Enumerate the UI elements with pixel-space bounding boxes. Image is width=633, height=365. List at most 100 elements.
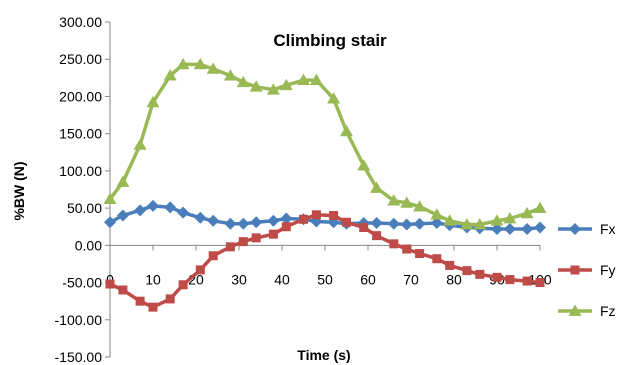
y-tick-label: 250.00 <box>59 51 102 67</box>
data-point-fy <box>329 211 339 221</box>
data-point-fz <box>473 217 487 230</box>
data-point-fy <box>148 302 158 312</box>
data-point-fz <box>520 206 534 219</box>
data-point-fy <box>462 266 472 276</box>
data-point-fz <box>309 73 323 85</box>
legend: Fx Fy Fz <box>558 221 616 319</box>
x-tick-label: 40 <box>274 271 290 287</box>
series-fx <box>104 199 546 235</box>
data-point-fy <box>492 272 502 282</box>
data-point-fy <box>118 285 128 295</box>
data-point-fz <box>279 78 293 91</box>
legend-label: Fz <box>600 303 616 319</box>
data-point-fy <box>268 229 278 239</box>
data-point-fz <box>133 138 147 150</box>
data-point-fx <box>491 222 503 235</box>
data-point-fz <box>266 83 280 95</box>
x-tick-label: 50 <box>317 271 333 287</box>
series-layer <box>103 57 547 312</box>
data-point-fz <box>357 159 371 171</box>
data-point-fz <box>413 200 427 212</box>
y-tick-label: -50.00 <box>62 275 102 291</box>
data-point-fz <box>146 95 160 108</box>
x-tick-label: 60 <box>360 271 376 287</box>
legend-label: Fx <box>600 221 616 237</box>
data-point-fz <box>206 62 220 74</box>
series-fz <box>103 57 547 230</box>
data-point-fx <box>237 217 250 230</box>
data-point-fx <box>147 199 159 212</box>
data-point-fy <box>372 231 382 241</box>
data-point-fy <box>505 275 515 285</box>
data-point-fx <box>134 204 147 217</box>
y-tick-label: 100.00 <box>59 163 102 179</box>
series-fy <box>105 210 545 312</box>
data-point-fz <box>193 57 207 70</box>
data-point-fy <box>178 280 188 290</box>
data-point-fy <box>208 251 218 261</box>
data-point-fy <box>251 233 261 243</box>
data-point-fy <box>165 294 175 304</box>
x-axis-label: Time (s) <box>297 347 350 363</box>
data-point-fx <box>194 211 207 224</box>
data-point-fz <box>443 214 457 226</box>
axes: 300.00 250.00 200.00 150.00 100.00 50.00 0.00 -… <box>55 14 552 365</box>
y-tick-label: 150.00 <box>59 126 102 142</box>
data-point-fz <box>340 124 353 137</box>
data-point-fx <box>224 217 237 230</box>
data-point-fy <box>535 278 545 288</box>
data-point-fz <box>249 80 263 92</box>
data-point-fz <box>503 212 517 224</box>
y-axis-label: %BW (N) <box>11 161 27 220</box>
data-point-fx <box>250 216 263 229</box>
data-point-fz <box>176 57 190 70</box>
data-point-fy <box>445 260 455 270</box>
x-tick-label: 30 <box>231 271 247 287</box>
legend-marker <box>570 265 580 275</box>
data-point-fx <box>177 206 190 219</box>
data-point-fz <box>163 69 177 81</box>
data-point-fx <box>521 222 534 235</box>
data-point-fy <box>415 249 425 259</box>
data-point-fy <box>281 222 291 232</box>
legend-item-fx: Fx <box>558 221 616 237</box>
legend-item-fz: Fz <box>558 303 616 319</box>
y-tick-label: 300.00 <box>59 14 102 30</box>
data-point-fy <box>105 279 115 289</box>
data-point-fx <box>267 214 280 227</box>
data-point-fy <box>342 217 351 227</box>
data-point-fy <box>238 237 248 247</box>
x-tick-label: 80 <box>446 271 462 287</box>
data-point-fz <box>490 214 504 226</box>
legend-label: Fy <box>600 262 616 278</box>
y-tick-label: -100.00 <box>55 312 103 328</box>
data-point-fx <box>280 212 293 225</box>
data-point-fx <box>207 214 220 227</box>
data-point-fy <box>225 242 235 252</box>
data-point-fy <box>475 269 485 279</box>
data-point-fz <box>430 208 444 220</box>
data-point-fz <box>103 192 117 205</box>
data-point-fx <box>104 216 116 229</box>
data-point-fx <box>400 218 413 231</box>
data-point-fy <box>389 239 399 249</box>
data-point-fz <box>460 217 474 230</box>
data-point-fz <box>297 73 310 85</box>
data-point-fx <box>370 217 383 229</box>
y-tick-label: 200.00 <box>59 88 102 104</box>
data-point-fz <box>236 75 250 88</box>
y-tick-label: -150.00 <box>55 349 103 365</box>
x-tick-label: 70 <box>403 271 419 287</box>
series-line-fz <box>108 62 541 227</box>
y-tick-label: 50.00 <box>67 200 102 216</box>
data-point-fy <box>299 214 308 224</box>
chart-title: Climbing stair <box>273 31 387 50</box>
y-tick-label: 0.00 <box>75 237 102 253</box>
x-tick-label: 0 <box>106 271 114 287</box>
data-point-fz <box>223 69 237 81</box>
data-point-fy <box>522 276 532 286</box>
data-point-fy <box>359 222 369 232</box>
x-tick-label: 10 <box>145 271 161 287</box>
data-point-fz <box>116 175 130 187</box>
